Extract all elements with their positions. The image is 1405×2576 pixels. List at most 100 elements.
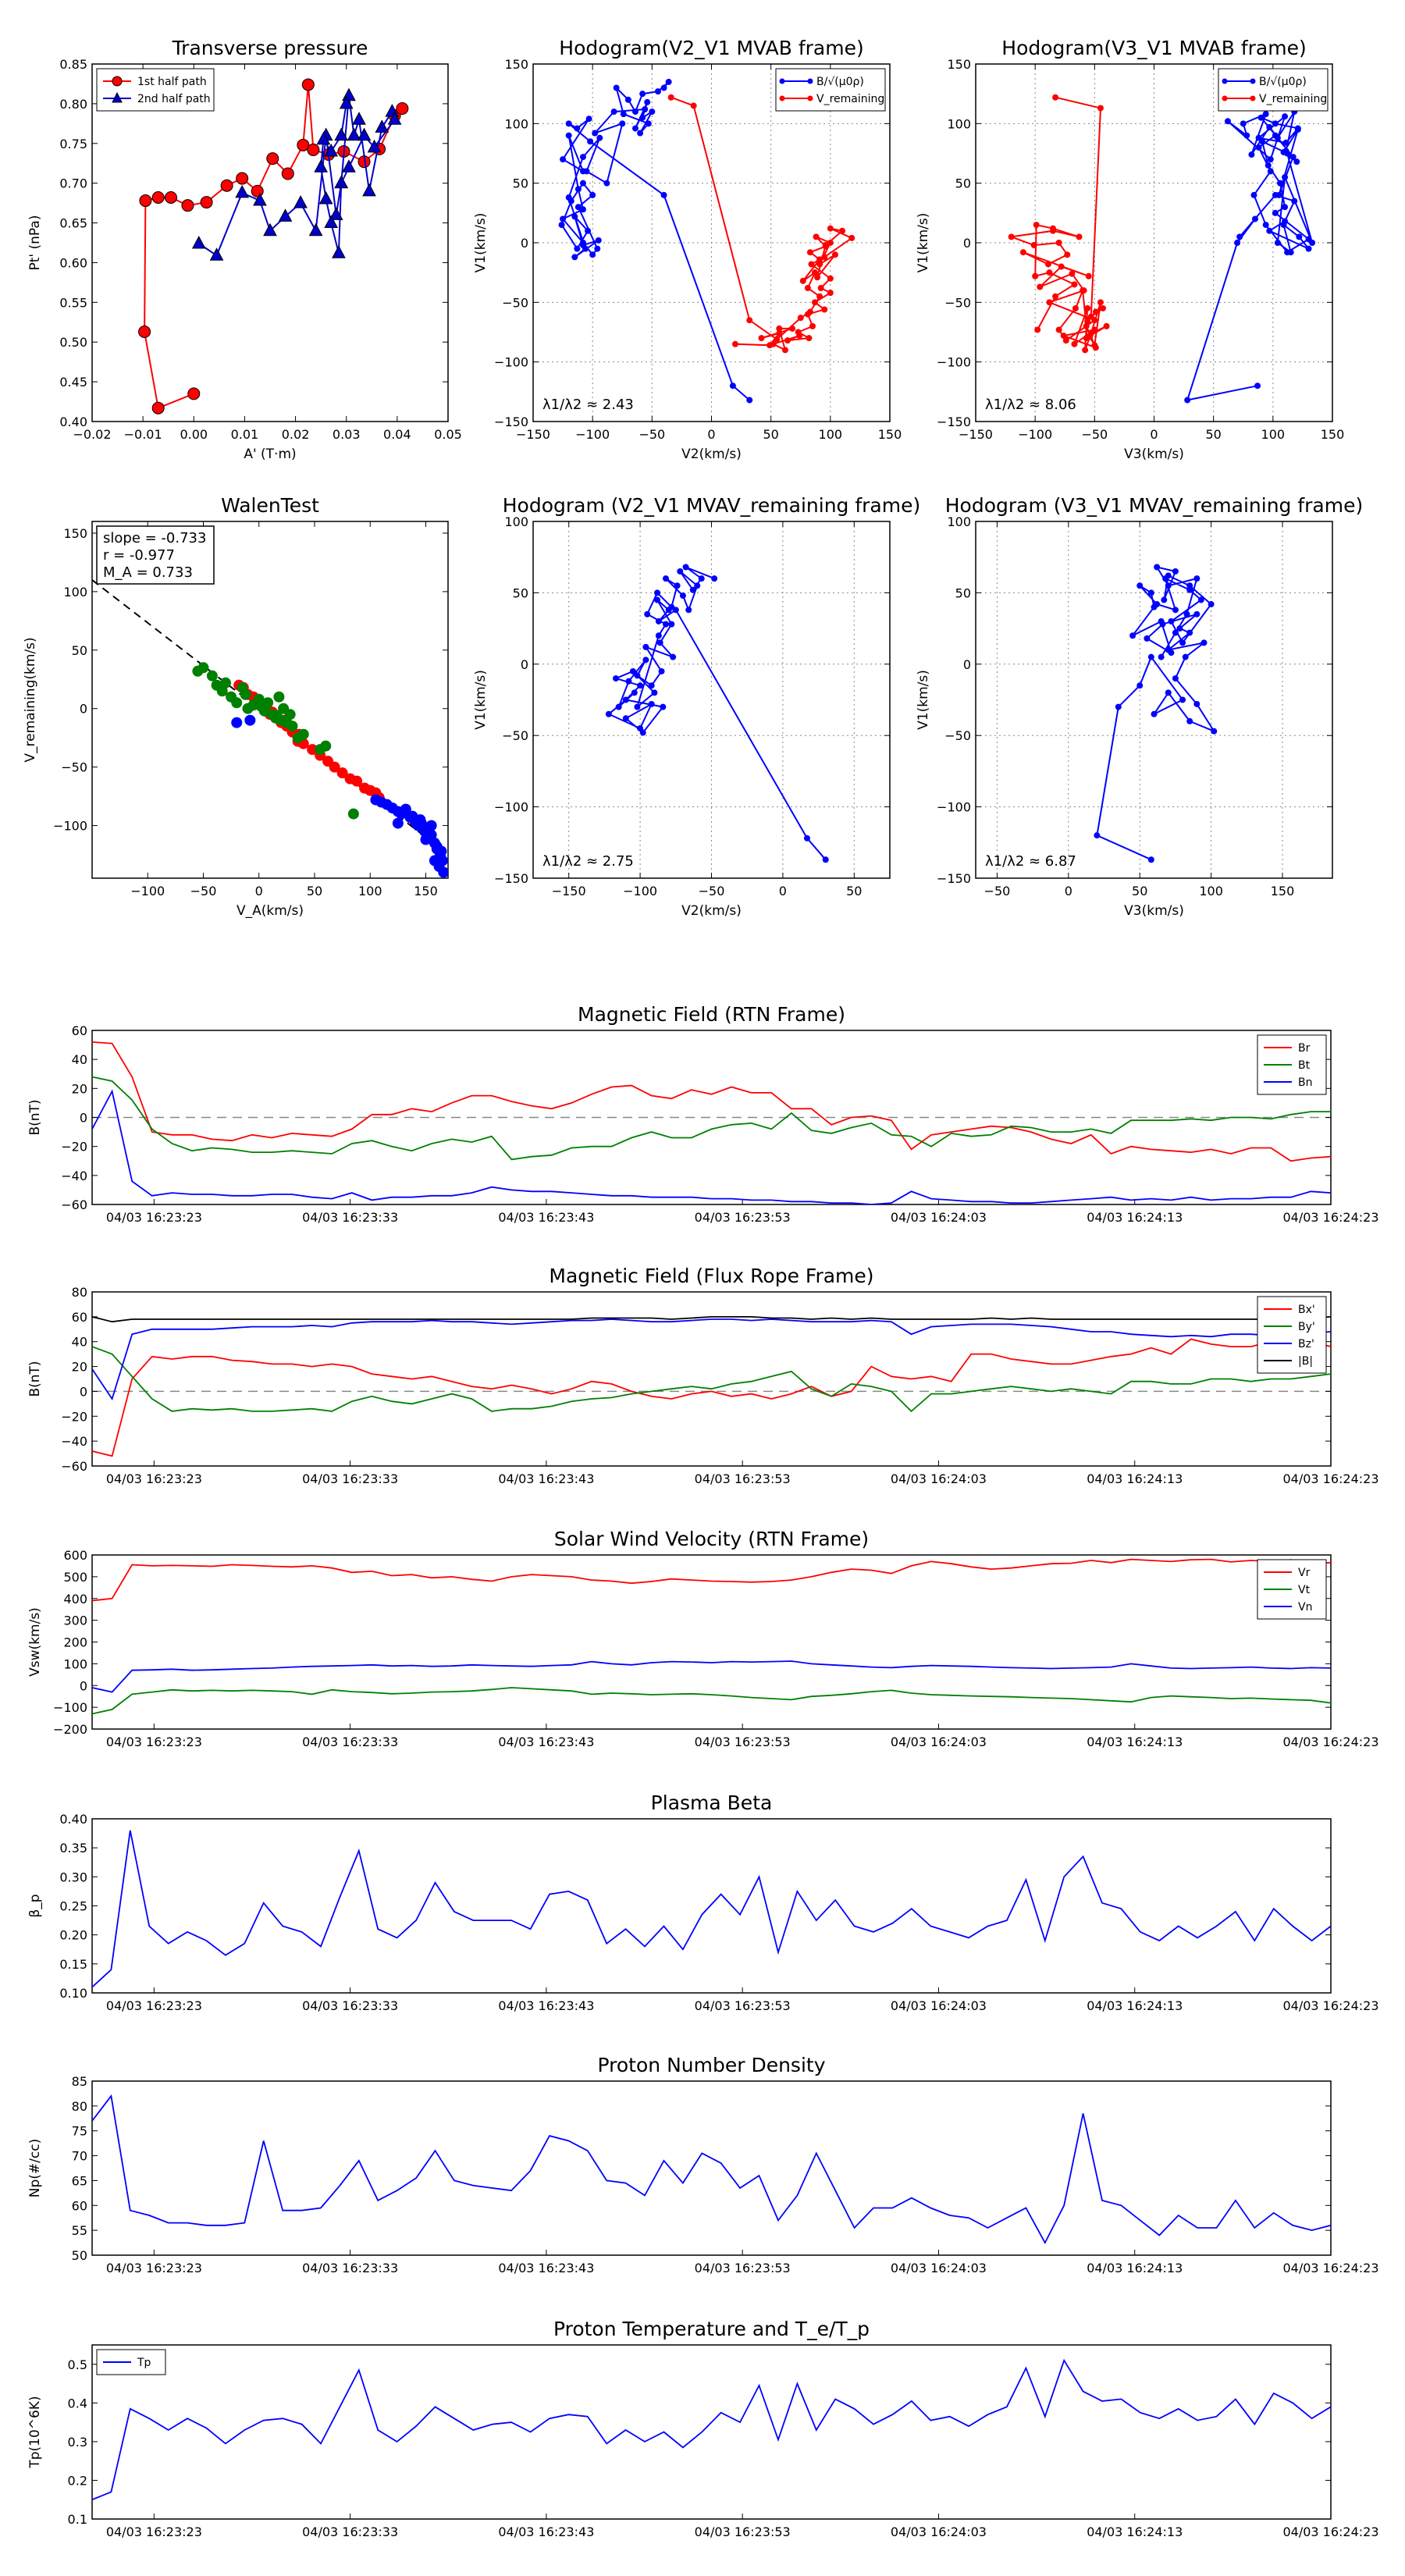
ytick-label-3: 0.25 [59,1899,87,1914]
xtick-label-0: 04/03 16:23:23 [106,1471,202,1486]
point-0-1 [729,382,736,390]
xtick-label-3: 04/03 16:23:53 [695,2261,791,2275]
legend-label-1: V_remaining [1259,93,1327,105]
xtick-label-0: −150 [516,427,550,442]
point-0-27 [1255,144,1262,151]
point-1-25 [817,285,824,292]
axes-frame [91,1291,1332,1467]
point-1-40 [776,330,783,337]
xtick-label-1: 04/03 16:23:33 [302,1210,398,1225]
legend-marker-1 [112,91,123,103]
point-1-3 [1099,304,1106,311]
ytick-label-4: 70 [72,2149,87,2164]
xtick-label-1: −50 [190,884,217,898]
point-1-23 [808,261,815,268]
series-0 [92,1558,1331,1602]
point-1-26 [316,131,331,145]
point-0-10 [251,184,264,197]
ytick-label-0: −100 [53,819,87,834]
walen-point-2-22 [420,834,432,845]
xtick-label-0: −0.02 [73,427,111,442]
point-0-40 [649,109,656,116]
point-0-3 [655,617,662,624]
xtick-label-6: 150 [878,427,902,442]
eigen-ratio-annotation: λ1/λ2 ≈ 2.43 [542,397,634,413]
walen-point-2-20 [392,817,404,829]
point-1-20 [342,159,356,173]
x-axis-label: V3(km/s) [1124,903,1184,919]
point-0-21 [574,245,581,252]
point-0-3 [1251,215,1258,222]
point-1-38 [1050,225,1057,232]
point-0-43 [1158,653,1165,660]
point-0-1 [151,401,165,415]
xtick-label-2: 0.00 [180,427,208,442]
point-1-41 [767,342,774,349]
point-0-22 [1129,632,1136,639]
ytick-label-6: 60 [72,1310,87,1325]
ytick-label-2: −20 [61,1409,87,1424]
ytick-label-6: 0.40 [59,1812,87,1827]
point-0-17 [589,191,596,198]
legend-label-2: Bn [1298,1076,1312,1089]
point-0-38 [1243,132,1250,139]
point-0-7 [560,156,567,163]
point-0-6 [1291,197,1298,205]
point-0-7 [200,196,213,209]
point-0-21 [1158,617,1165,624]
y-axis-label: V1(km/s) [916,670,931,730]
xtick-label-4: 04/03 16:24:03 [891,2524,987,2539]
y-axis-label: V1(km/s) [473,213,489,273]
walen-point-2-25 [438,866,448,878]
point-0-29 [579,154,586,161]
xtick-label-6: 04/03 16:24:23 [1282,1998,1378,2013]
chart-mag_rtn: −60 −40 −20 0 20 40 60 04/03 16:23:23 04/03 16:2… [27,1003,1379,1225]
point-1-31 [1044,261,1051,268]
series-line-0 [92,2094,1331,2245]
y-axis-label: Np(#/cc) [27,2139,43,2197]
series-line-2 [92,1089,1331,1204]
point-0-19 [1276,180,1283,187]
legend-label-0: Br [1298,1042,1311,1055]
point-0-43 [1282,139,1289,146]
point-1-7 [1103,322,1110,329]
series-line-0 [1186,111,1314,401]
point-1-27 [812,299,819,306]
point-0-34 [592,130,599,137]
xtick-label-1: 04/03 16:23:33 [302,1735,398,1749]
ytick-label-1: −100 [494,800,528,815]
series-line-1 [198,95,396,257]
series-0 [605,564,829,863]
point-0-25 [1136,582,1144,589]
point-1-22 [332,245,346,258]
legend-label-1: 2nd half path [137,93,211,105]
x-axis-label: V3(km/s) [1124,447,1184,462]
walen-point-1-26 [220,677,231,688]
xtick-label-6: 04/03 16:24:23 [1282,1471,1378,1486]
point-1-5 [1084,318,1091,325]
point-0-38 [644,98,651,105]
point-1-4 [1092,308,1099,315]
point-0-14 [1282,174,1289,181]
point-1-29 [1085,272,1092,279]
ytick-label-2: 0.3 [68,2435,87,2450]
ytick-label-0: −150 [494,415,528,429]
point-0-12 [281,167,294,180]
point-0-23 [1284,249,1291,256]
point-0-28 [634,703,641,710]
point-0-20 [622,715,629,722]
ytick-label-3: 0.4 [68,2396,87,2411]
series-0 [138,78,409,415]
point-1-9 [799,277,806,284]
point-1-37 [1076,233,1083,240]
xtick-label-5: 04/03 16:24:13 [1087,1471,1183,1486]
point-1-12 [1082,347,1089,354]
point-0-35 [610,109,617,116]
point-0-31 [1168,617,1175,624]
series-1 [191,87,402,261]
point-1-25 [1080,287,1087,294]
point-0-18 [1264,162,1272,169]
point-0-27 [651,689,658,696]
axes-frame [91,2344,1332,2520]
point-0-14 [301,78,315,91]
